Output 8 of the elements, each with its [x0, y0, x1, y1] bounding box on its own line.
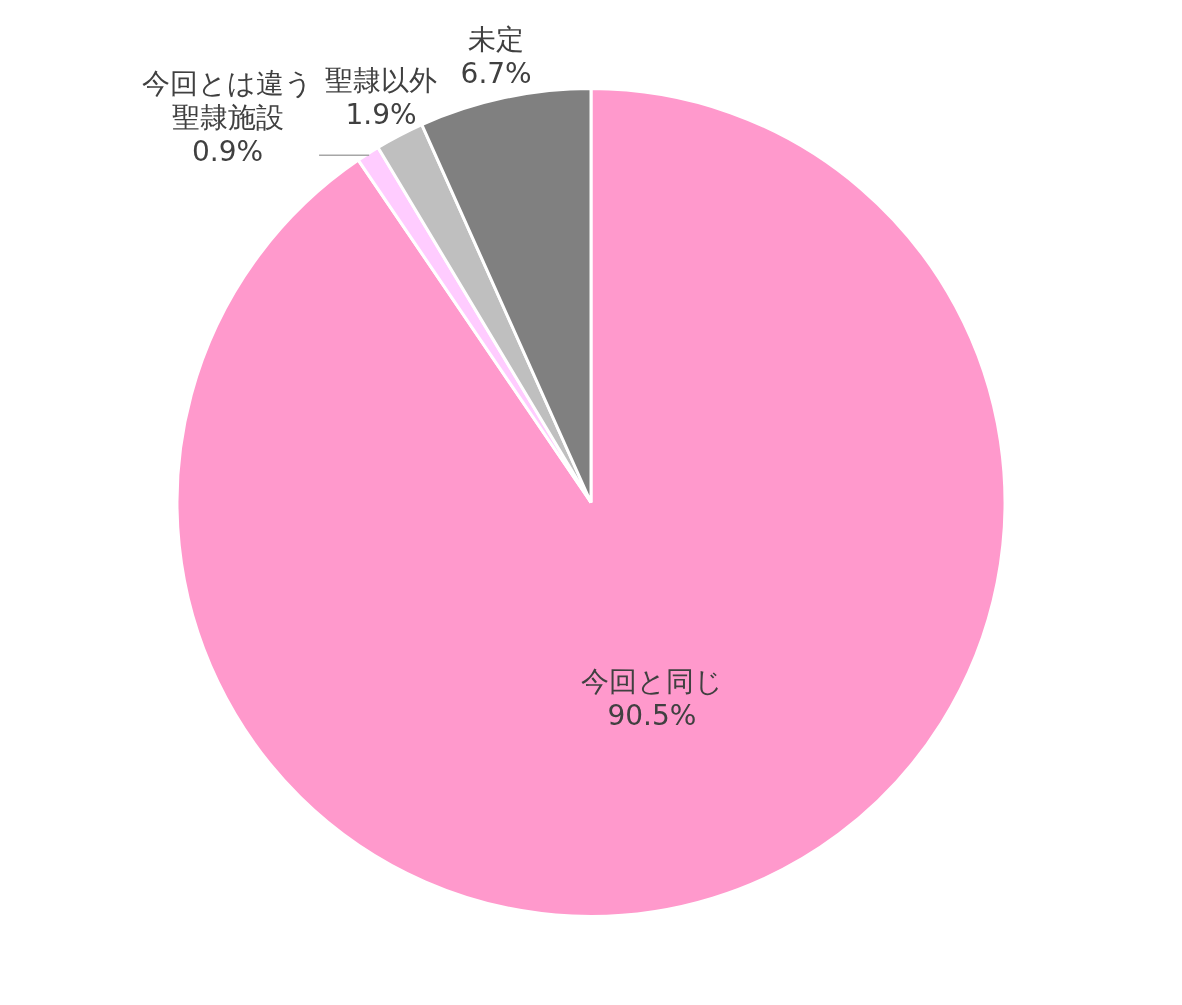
- data-label: 90.5%: [607, 698, 697, 732]
- data-label: 1.9%: [345, 98, 417, 132]
- slice-label: 未定: [468, 22, 525, 56]
- slice-label: 聖隷以外: [325, 64, 438, 98]
- slice-label: 今回とは違う聖隷施設: [142, 67, 314, 135]
- data-label: 0.9%: [192, 135, 264, 169]
- slice-label: 今回と同じ: [580, 664, 723, 698]
- data-label: 6.7%: [460, 56, 532, 90]
